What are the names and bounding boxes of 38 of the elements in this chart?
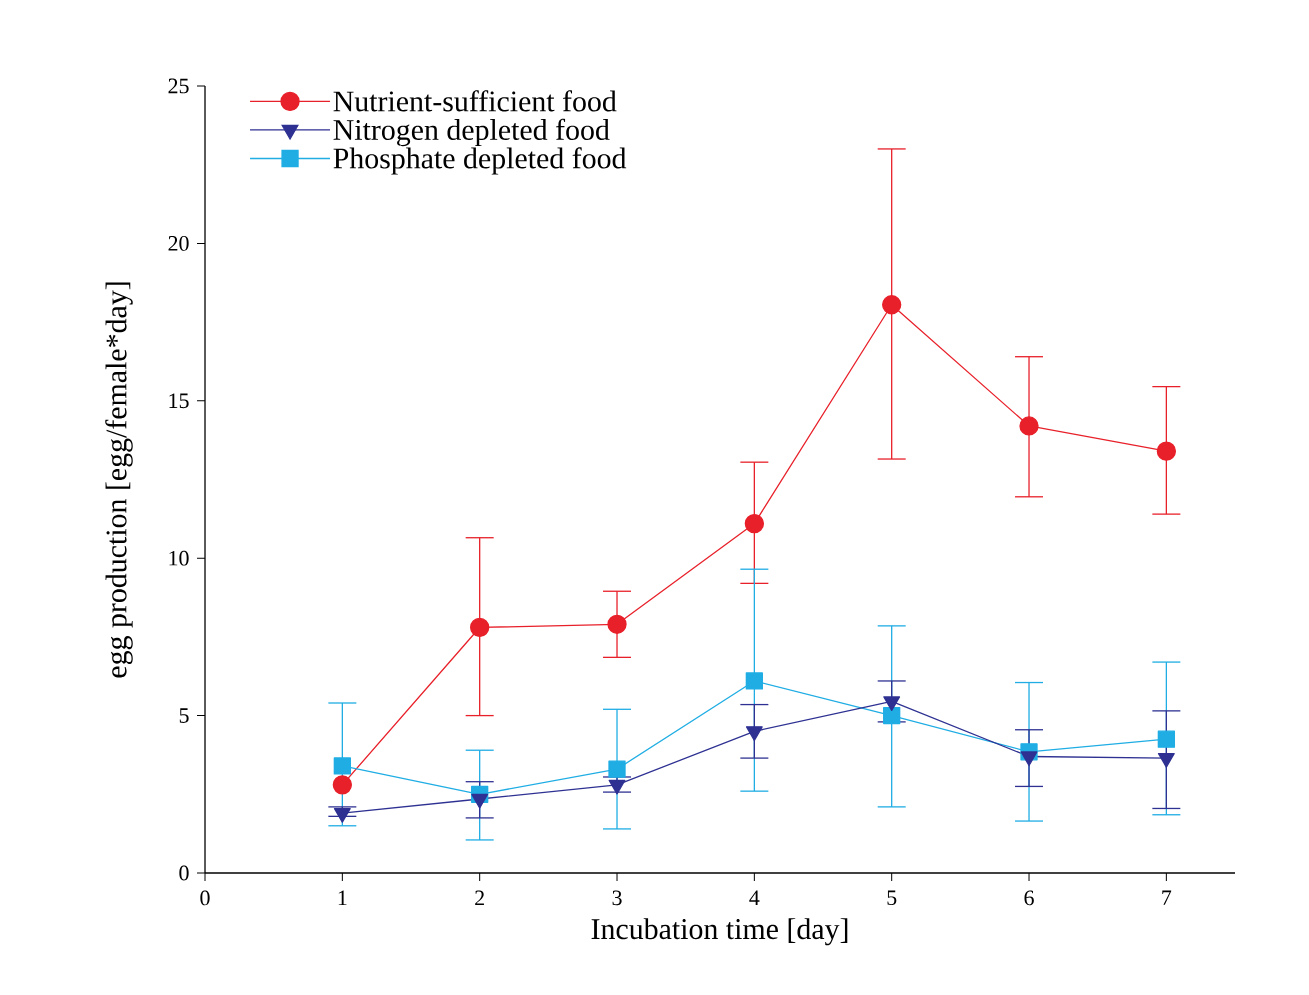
point: [1156, 441, 1177, 461]
point: [745, 672, 763, 690]
point: [1157, 752, 1175, 768]
point: [608, 779, 626, 795]
y-tick-label: 0: [179, 865, 189, 881]
x-axis-title: Incubation time [day]: [591, 918, 848, 946]
x-tick-label: 3: [612, 890, 622, 906]
x-tick-label: 5: [887, 890, 897, 906]
y-tick-label: 10: [169, 550, 189, 566]
point: [1157, 730, 1176, 748]
point: [1020, 751, 1038, 767]
point: [1019, 416, 1039, 436]
y-tick-label: 25: [168, 78, 189, 94]
x-tick-label: 6: [1024, 890, 1034, 906]
x-tick-label: 4: [749, 890, 760, 905]
point: [882, 295, 902, 315]
point: [471, 793, 489, 809]
y-tick-label: 20: [168, 235, 189, 251]
legend-label: Nitrogen depleted food: [333, 118, 610, 147]
point: [744, 513, 764, 534]
point: [332, 775, 352, 795]
x-tick-label: 2: [475, 890, 484, 906]
y-tick-label: 5: [179, 708, 189, 723]
point: [608, 760, 626, 778]
point: [883, 706, 901, 725]
legend-label: Nutrient-sufficient food: [333, 90, 617, 112]
point: [470, 617, 490, 638]
point: [745, 726, 763, 741]
y-tick-label: 15: [169, 393, 189, 409]
point: [607, 614, 627, 634]
y-axis-title: egg production [egg/female*day]: [105, 282, 133, 678]
x-tick-label: 1: [338, 890, 347, 905]
x-tick-label: 0: [200, 890, 210, 906]
point: [883, 696, 901, 712]
point: [333, 808, 351, 823]
point: [333, 757, 351, 775]
x-tick-label: 7: [1162, 890, 1172, 905]
legend-label: Phosphate depleted food: [333, 147, 627, 175]
